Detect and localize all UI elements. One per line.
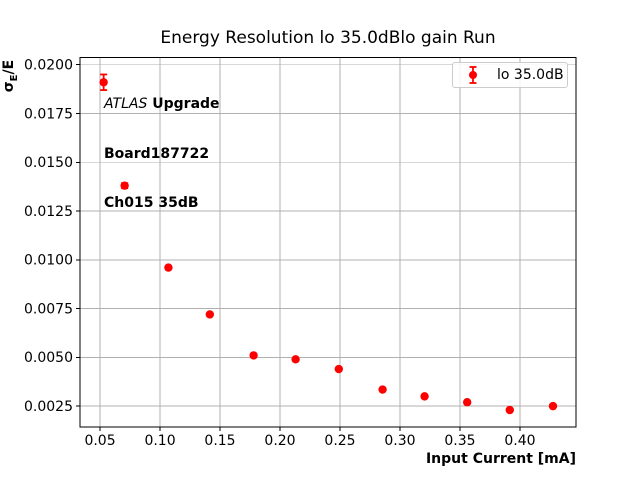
x-tick-label: 0.30 <box>384 433 415 449</box>
x-tick-label: 0.25 <box>324 433 355 449</box>
x-tick-label: 0.20 <box>264 433 295 449</box>
y-axis-label: σE/E <box>1 47 20 105</box>
x-tick-label: 0.05 <box>84 433 115 449</box>
x-tick-label: 0.40 <box>504 433 535 449</box>
legend-box: lo 35.0dB <box>452 62 568 88</box>
data-point <box>205 310 215 319</box>
y-tick-label: 0.0025 <box>24 399 73 415</box>
data-point <box>249 351 258 360</box>
x-tick-label: 0.15 <box>204 433 235 449</box>
data-point <box>548 401 558 411</box>
x-tick-label: 0.35 <box>444 433 475 449</box>
data-point <box>291 355 300 364</box>
y-tick-label: 0.0050 <box>24 350 73 366</box>
legend-label: lo 35.0dB <box>497 67 564 83</box>
y-axis-label-subscript: E <box>8 74 20 82</box>
chart-title: Energy Resolution lo 35.0dBlo gain Run <box>160 28 496 48</box>
y-tick-label: 0.0150 <box>24 155 73 171</box>
data-point <box>505 405 514 415</box>
y-tick-label: 0.0125 <box>24 204 73 220</box>
data-point <box>334 364 343 374</box>
x-axis-label: Input Current [mA] <box>425 451 576 467</box>
annotation-block: ATLAS Upgrade Board187722 Ch015 35dB <box>104 63 220 245</box>
data-point <box>378 385 387 394</box>
plot-border <box>79 57 577 428</box>
y-axis-label-sigma: σ <box>1 81 17 93</box>
data-point <box>164 263 173 272</box>
data-point <box>99 78 108 87</box>
annotation-line-1: ATLAS Upgrade <box>104 96 220 113</box>
data-point <box>420 392 429 401</box>
errorbar-marker-icon <box>469 66 477 84</box>
data-point <box>462 398 472 407</box>
y-tick-label: 0.0175 <box>24 106 73 122</box>
y-axis-label-rest: /E <box>1 59 17 75</box>
y-tick-label: 0.0200 <box>24 58 73 74</box>
x-tick-label: 0.10 <box>144 433 175 449</box>
annotation-tag: Upgrade <box>147 96 220 112</box>
y-tick-label: 0.0100 <box>24 253 73 269</box>
annotation-board: Board187722 <box>104 145 210 162</box>
annotation-channel: Ch015 35dB <box>104 195 199 211</box>
y-tick-label: 0.0075 <box>24 301 73 317</box>
data-point <box>120 181 129 190</box>
annotation-experiment: ATLAS <box>104 96 148 112</box>
